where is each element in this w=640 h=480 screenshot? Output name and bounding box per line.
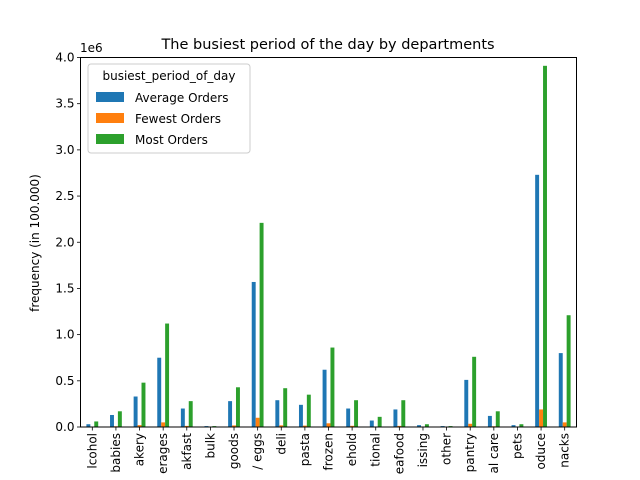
bar-most-orders bbox=[165, 323, 170, 427]
legend-entry-label: Fewest Orders bbox=[135, 112, 221, 126]
y-tick-label: 2.5 bbox=[55, 189, 74, 203]
bar-most-orders bbox=[566, 315, 571, 427]
x-axis: lcohol babies akery erages akfast bulk goods / … bbox=[85, 427, 572, 474]
bar-fewest-orders bbox=[562, 422, 567, 427]
bar-average-orders bbox=[110, 414, 114, 427]
y-tick-label: 0.5 bbox=[55, 374, 74, 388]
x-tick-label: akery bbox=[133, 433, 147, 466]
x-tick-label: bulk bbox=[203, 433, 217, 459]
bar-fewest-orders bbox=[255, 417, 260, 427]
x-tick-label: issing bbox=[416, 433, 430, 467]
plot-area-frame bbox=[80, 57, 577, 428]
bar-fewest-orders bbox=[397, 425, 402, 427]
x-tick-label: pantry bbox=[463, 433, 477, 472]
bar-fewest-orders bbox=[232, 425, 236, 427]
y-tick-label: 2.0 bbox=[55, 235, 74, 249]
bar-average-orders bbox=[369, 420, 374, 427]
x-tick-label: nacks bbox=[558, 433, 572, 468]
bar-fewest-orders bbox=[302, 425, 307, 427]
chart-title: The busiest period of the day by departm… bbox=[160, 37, 494, 53]
bar-most-orders bbox=[117, 411, 122, 427]
bar-most-orders bbox=[424, 424, 429, 427]
legend-swatch bbox=[96, 134, 124, 144]
bar-most-orders bbox=[543, 65, 547, 427]
bar-most-orders bbox=[141, 382, 146, 427]
x-tick-label: akfast bbox=[180, 433, 194, 470]
bar-most-orders bbox=[235, 387, 240, 427]
y-tick-label: 1.5 bbox=[55, 281, 74, 295]
bar-average-orders bbox=[535, 174, 540, 427]
y-tick-label: 0.0 bbox=[55, 420, 74, 434]
bar-most-orders bbox=[519, 424, 524, 427]
bar-fewest-orders bbox=[279, 425, 284, 427]
bar-most-orders bbox=[472, 356, 477, 427]
y-tick-label: 3.0 bbox=[55, 143, 74, 157]
y-axis: 0.0 0.5 1.0 1.5 2.0 2.5 3.0 3.5 4.0 bbox=[55, 51, 81, 434]
bar-average-orders bbox=[298, 404, 303, 427]
bar-average-orders bbox=[157, 357, 162, 427]
x-tick-label: goods bbox=[227, 433, 241, 469]
bar-average-orders bbox=[251, 281, 256, 427]
bar-most-orders bbox=[377, 416, 382, 427]
bar-most-orders bbox=[259, 222, 264, 427]
bar-average-orders bbox=[464, 379, 469, 427]
x-tick-label: pets bbox=[510, 433, 524, 459]
bar-average-orders bbox=[393, 409, 398, 427]
y-tick-label: 3.5 bbox=[55, 97, 74, 111]
bar-average-orders bbox=[487, 415, 492, 427]
bar-fewest-orders bbox=[350, 425, 355, 427]
legend-entry-label: Most Orders bbox=[135, 133, 208, 147]
bar-fewest-orders bbox=[161, 422, 166, 427]
y-axis-offset-label: 1e6 bbox=[80, 41, 103, 55]
x-tick-label: eafood bbox=[392, 433, 406, 474]
bar-most-orders bbox=[401, 400, 406, 427]
bar-average-orders bbox=[417, 425, 422, 427]
bar-average-orders bbox=[558, 353, 563, 427]
x-tick-label: lcohol bbox=[85, 433, 99, 469]
bar-fewest-orders bbox=[539, 409, 544, 427]
bar-most-orders bbox=[283, 388, 288, 427]
bar-fewest-orders bbox=[468, 423, 473, 427]
bar-average-orders bbox=[511, 425, 516, 427]
bar-series-group bbox=[86, 65, 571, 427]
bar-average-orders bbox=[180, 408, 185, 427]
bar-fewest-orders bbox=[184, 425, 189, 427]
bar-average-orders bbox=[346, 408, 351, 427]
bar-most-orders bbox=[354, 400, 359, 427]
x-tick-label: deli bbox=[274, 433, 288, 455]
x-tick-label: erages bbox=[156, 433, 170, 474]
bar-average-orders bbox=[86, 424, 91, 427]
legend-title: busiest_period_of_day bbox=[102, 69, 235, 83]
bar-fewest-orders bbox=[137, 425, 142, 427]
x-tick-label: ehold bbox=[345, 433, 359, 466]
bar-most-orders bbox=[330, 347, 335, 427]
legend: busiest_period_of_day Average Orders Fewe… bbox=[87, 63, 251, 154]
bar-most-orders bbox=[94, 421, 99, 427]
y-tick-label: 1.0 bbox=[55, 328, 74, 342]
legend-entry-label: Average Orders bbox=[135, 91, 228, 105]
bar-average-orders bbox=[133, 396, 138, 427]
legend-swatch bbox=[96, 113, 124, 123]
bar-most-orders bbox=[495, 411, 500, 427]
y-axis-label: frequency (in 100.000) bbox=[28, 174, 42, 312]
x-tick-label: / eggs bbox=[251, 433, 265, 470]
x-tick-label: babies bbox=[109, 433, 123, 473]
y-tick-label: 4.0 bbox=[55, 51, 74, 65]
bar-average-orders bbox=[275, 400, 280, 427]
legend-swatch bbox=[96, 92, 124, 102]
bar-most-orders bbox=[306, 394, 311, 427]
bar-most-orders bbox=[188, 401, 193, 427]
bar-fewest-orders bbox=[326, 423, 331, 427]
x-tick-label: oduce bbox=[534, 433, 548, 470]
legend-frame bbox=[87, 63, 251, 154]
bar-average-orders bbox=[322, 369, 327, 427]
x-tick-label: pasta bbox=[298, 433, 312, 466]
x-tick-label: frozen bbox=[322, 433, 336, 471]
bar-average-orders bbox=[228, 401, 233, 427]
x-tick-label: al care bbox=[487, 433, 501, 474]
x-tick-label: other bbox=[440, 433, 454, 465]
x-tick-label: tional bbox=[369, 433, 383, 467]
